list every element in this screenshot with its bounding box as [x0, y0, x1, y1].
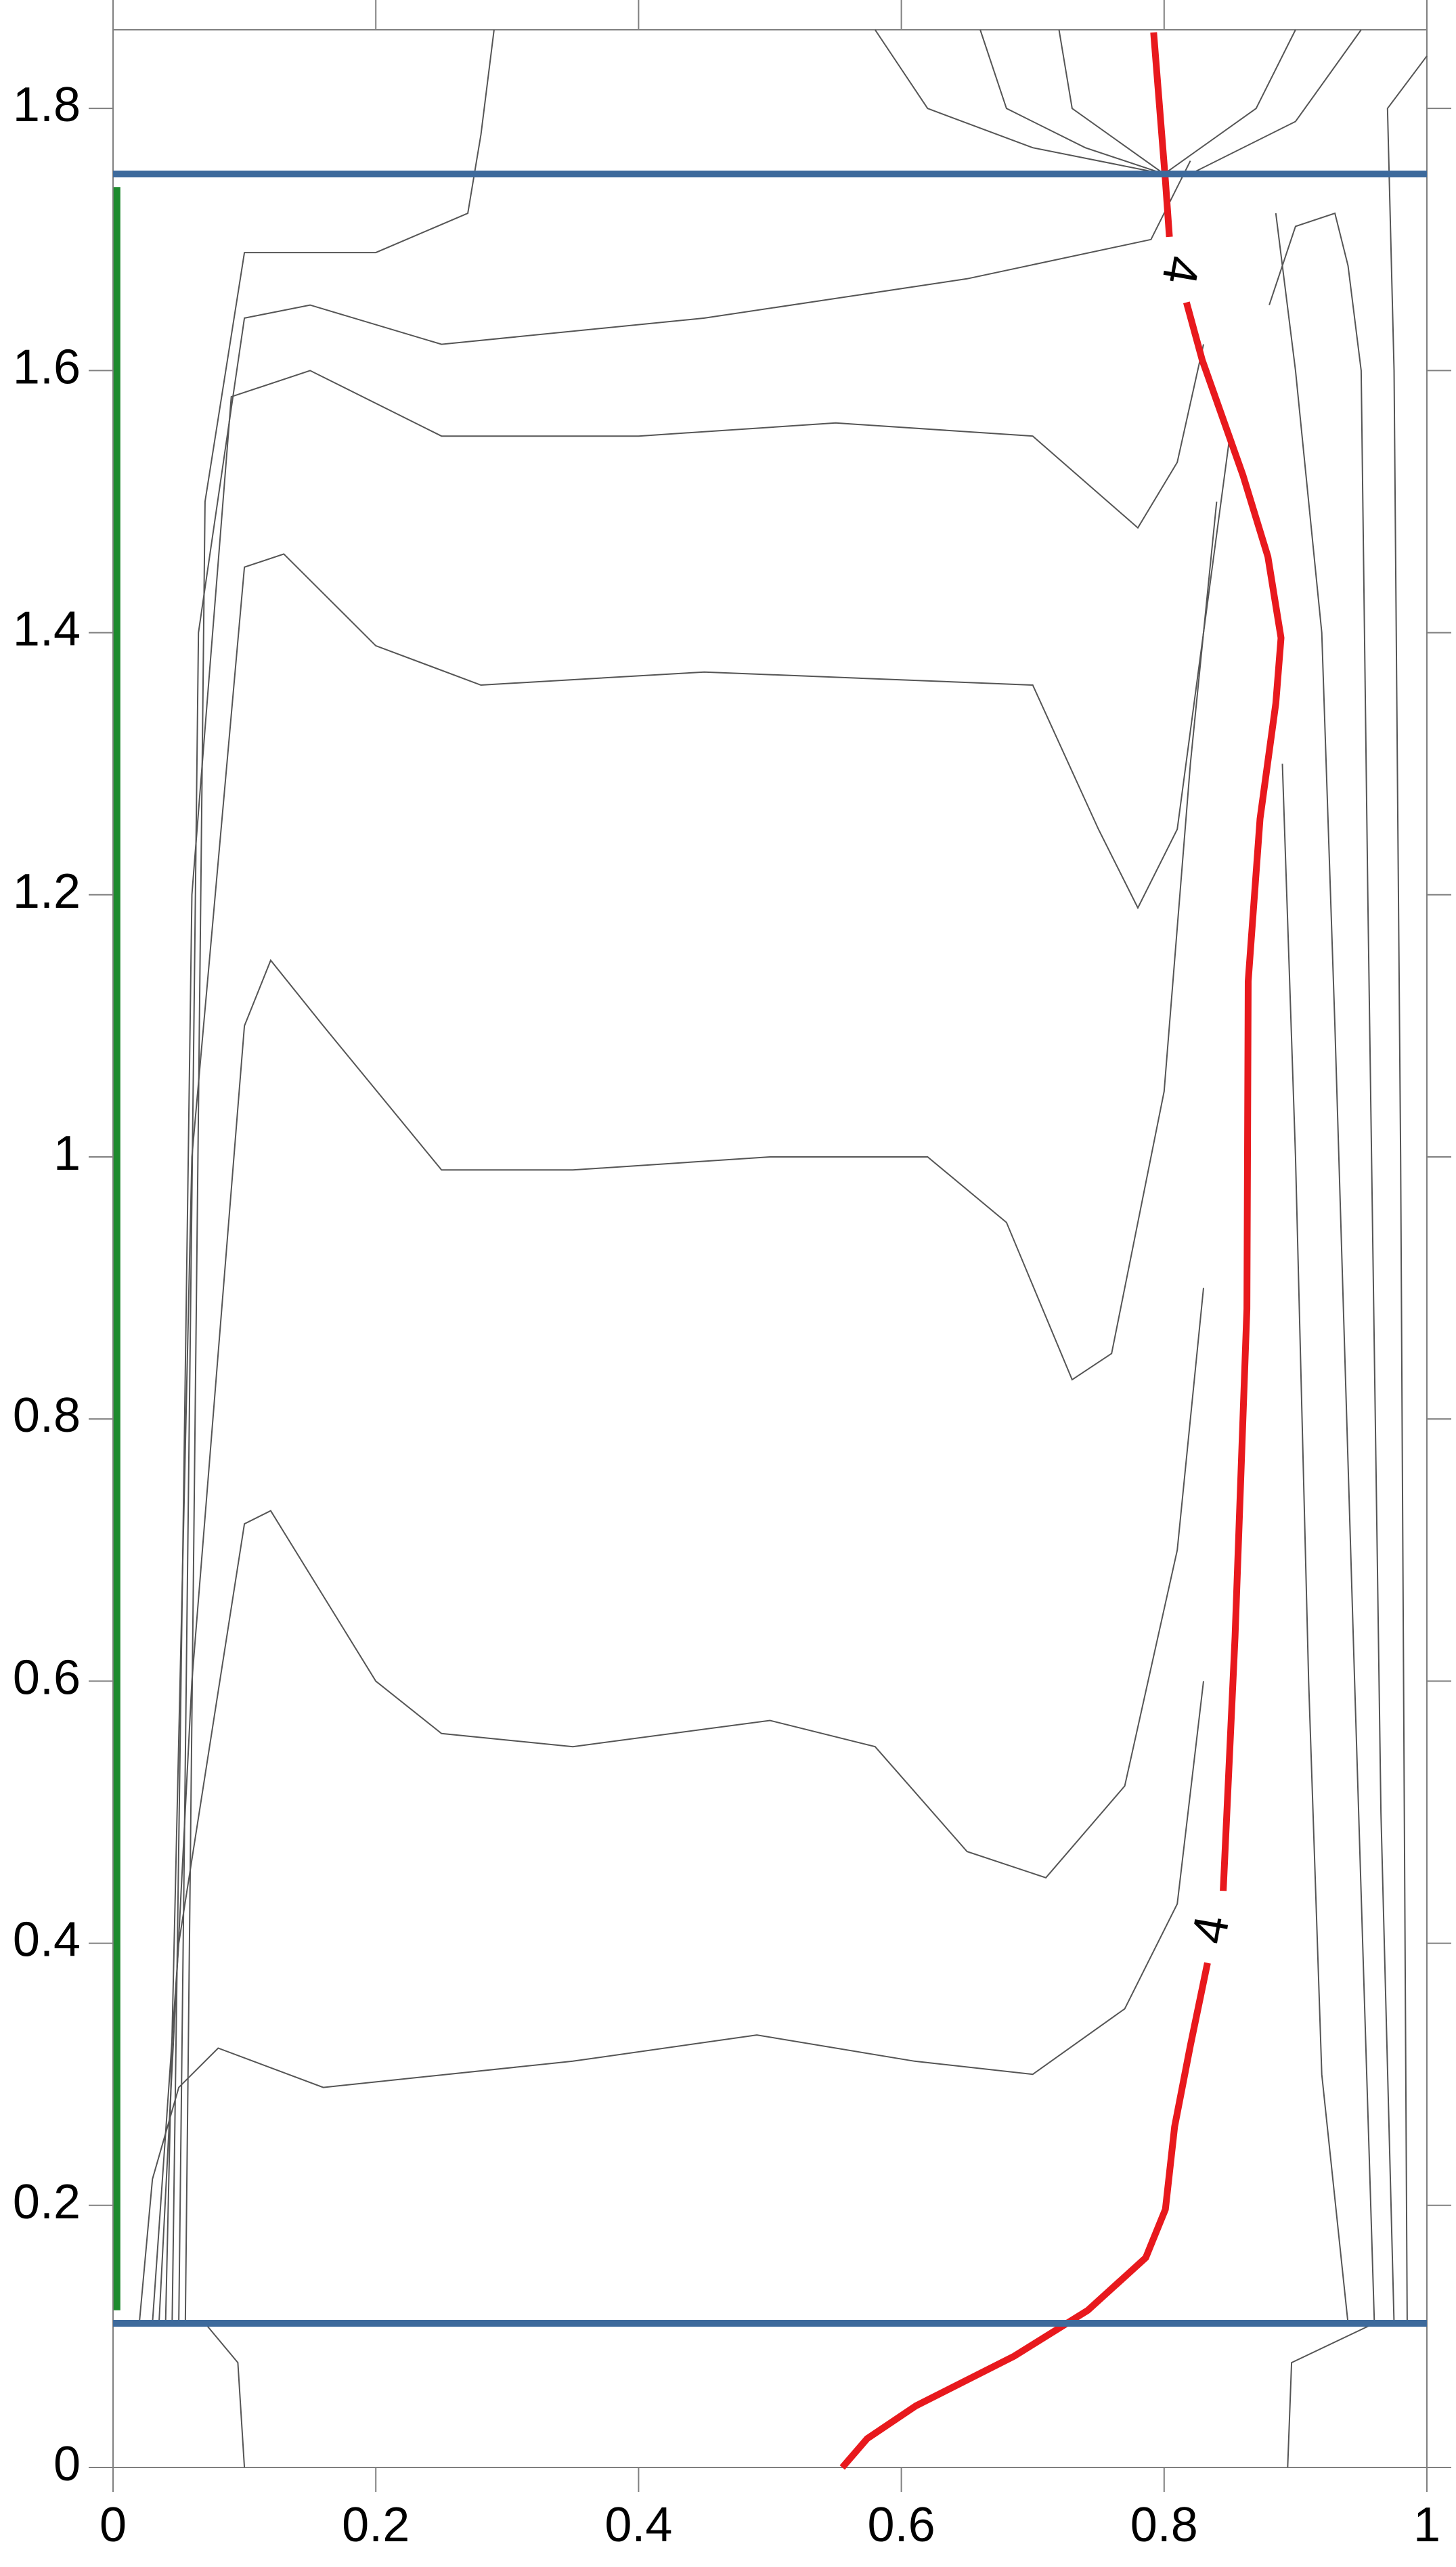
contour-line [1275, 213, 1375, 2324]
x-tick-label: 0 [100, 2498, 127, 2552]
x-tick-label: 0.4 [604, 2498, 672, 2552]
highlight-contour [839, 32, 1285, 2470]
contour-line [204, 2323, 246, 2468]
x-tick-label: 0.2 [342, 2498, 410, 2552]
contour-line [1287, 2323, 1375, 2468]
contour-line [164, 436, 1231, 2324]
y-tick-label: 0.8 [13, 1388, 81, 1443]
x-tick-label: 0.8 [1130, 2498, 1198, 2552]
contour-line [152, 1288, 1204, 2324]
contour-label: 4 [1151, 252, 1210, 288]
contour-line [138, 1681, 1204, 2324]
y-tick-label: 0.4 [13, 1913, 81, 1967]
contour-line [874, 29, 1164, 175]
contour-label: 4 [1182, 1912, 1240, 1948]
contour-line [178, 160, 1191, 2324]
contour-line [171, 344, 1204, 2324]
contour-line [979, 29, 1165, 175]
y-tick-label: 0 [53, 2437, 81, 2491]
contour-line [1164, 29, 1296, 175]
y-tick-label: 1.4 [13, 602, 81, 657]
contour-line [158, 501, 1218, 2324]
contour-line [1281, 764, 1349, 2324]
y-tick-label: 1.6 [13, 340, 81, 394]
y-tick-label: 0.6 [13, 1650, 81, 1705]
contour-line [1269, 212, 1395, 2324]
contour-line [1190, 29, 1362, 175]
x-tick-label: 0.6 [868, 2498, 935, 2552]
contour-line [1386, 56, 1428, 2324]
contour-line [184, 29, 495, 2324]
y-tick-label: 1.8 [13, 78, 81, 132]
y-tick-label: 0.2 [13, 2175, 81, 2229]
plot-frame [112, 29, 1428, 2468]
y-tick-label: 1.2 [13, 864, 81, 919]
y-tick-label: 1 [53, 1126, 81, 1181]
x-tick-label: 1 [1413, 2498, 1440, 2552]
contour-line [1058, 29, 1165, 175]
